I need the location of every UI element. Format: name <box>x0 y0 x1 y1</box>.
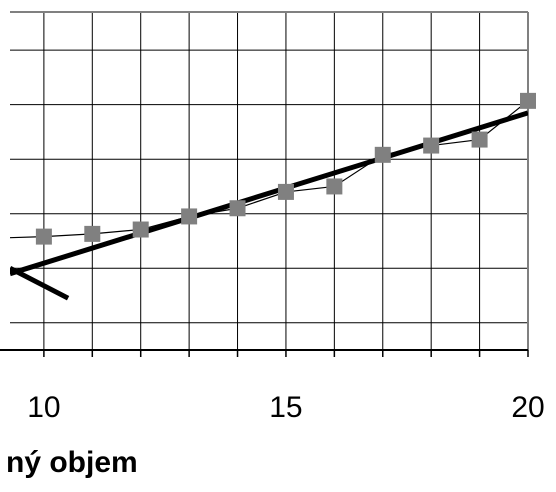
x-axis-title: ný objem <box>6 446 138 479</box>
x-tick-label: 15 <box>269 391 302 424</box>
data-point-marker <box>520 92 536 109</box>
data-point-marker <box>471 131 488 148</box>
data-point-marker <box>84 225 101 242</box>
data-point-marker <box>277 183 294 200</box>
data-point-marker <box>181 208 198 225</box>
data-point-marker <box>229 200 246 217</box>
data-point-marker <box>374 146 391 163</box>
data-point-marker <box>423 137 440 154</box>
trendline <box>10 110 528 277</box>
x-tick-label: 10 <box>27 391 60 424</box>
x-tick-label: 20 <box>511 391 544 424</box>
partial-line <box>10 266 70 301</box>
data-point-marker <box>326 178 343 195</box>
data-point-marker <box>35 228 52 245</box>
data-point-marker <box>132 221 149 238</box>
